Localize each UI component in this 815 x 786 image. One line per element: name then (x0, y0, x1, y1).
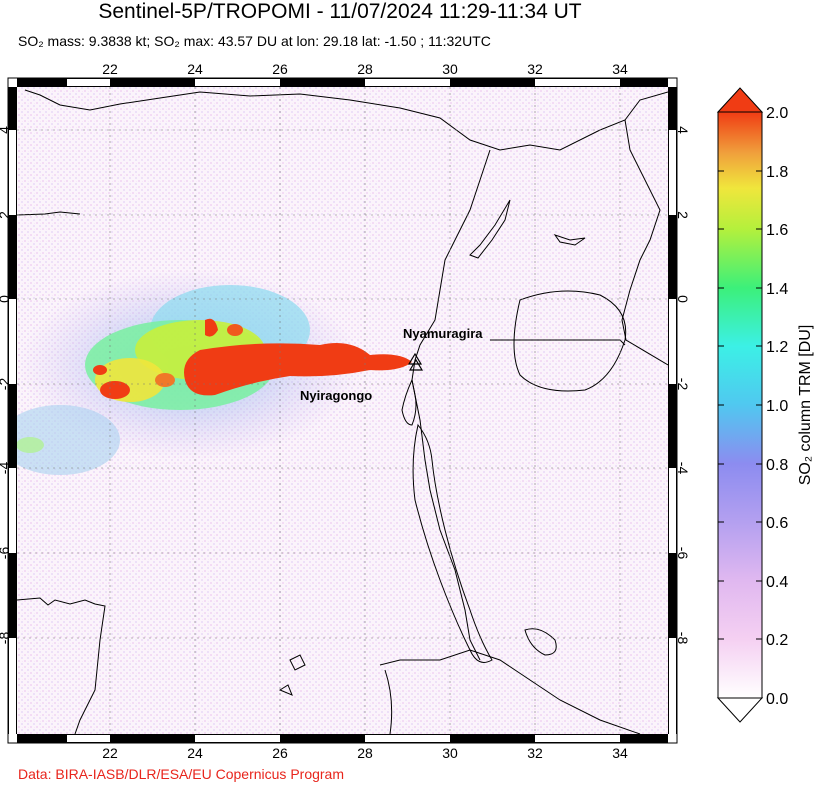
x-tick-bottom-0: 22 (102, 745, 118, 761)
y-tick-left-6: -8 (0, 632, 12, 645)
y-tick-left-5: -6 (0, 547, 12, 560)
x-tick-bottom-1: 24 (187, 745, 203, 761)
colorbar-tick-3: 1.4 (766, 281, 788, 298)
colorbar-tick-1: 1.8 (766, 164, 788, 181)
x-tick-top-1: 24 (187, 61, 203, 77)
colorbar-tick-5: 1.0 (766, 398, 788, 415)
y-tick-right-3: -2 (675, 378, 691, 391)
volcano-nyamuragira-label: Nyamuragira (403, 326, 483, 341)
colorbar-tick-7: 0.6 (766, 515, 788, 532)
so2-plume (17, 270, 412, 475)
map-frame (7, 77, 678, 744)
x-tick-top-3: 28 (357, 61, 373, 77)
x-tick-top-4: 30 (442, 61, 458, 77)
y-tick-right-2: 0 (675, 295, 691, 303)
volcano-nyiragongo-label: Nyiragongo (300, 388, 372, 403)
x-tick-top-2: 26 (272, 61, 288, 77)
x-tick-bottom-6: 34 (612, 745, 628, 761)
colorbar-tick-10: 0.0 (766, 691, 788, 708)
y-tick-left-1: 2 (0, 211, 12, 219)
x-tick-bottom-3: 28 (357, 745, 373, 761)
colorbar-tick-4: 1.2 (766, 339, 788, 356)
y-tick-right-1: 2 (675, 211, 691, 219)
y-tick-right-6: -8 (675, 632, 691, 645)
colorbar-max-arrow (716, 87, 764, 113)
graticule (17, 87, 668, 734)
x-tick-top-5: 32 (527, 61, 543, 77)
colorbar-min-arrow (716, 697, 764, 723)
volcano-nyamuragira-marker (407, 352, 423, 365)
colorbar-tick-8: 0.4 (766, 574, 788, 591)
so2-summary: SO₂ mass: 9.3838 kt; SO₂ max: 43.57 DU a… (18, 33, 491, 49)
colorbar-tick-2: 1.6 (766, 222, 788, 239)
y-tick-left-4: -4 (0, 462, 12, 475)
colorbar-label: SO₂ column TRM [DU] (797, 325, 814, 486)
x-tick-top-6: 34 (612, 61, 628, 77)
y-tick-right-4: -4 (675, 462, 691, 475)
colorbar-tick-9: 0.2 (766, 632, 788, 649)
colorbar-tick-0: 2.0 (766, 105, 788, 122)
y-tick-right-5: -6 (675, 547, 691, 560)
data-credit: Data: BIRA-IASB/DLR/ESA/EU Copernicus Pr… (18, 766, 345, 782)
y-tick-left-2: 0 (0, 295, 12, 303)
volcano-nyiragongo-marker (408, 358, 424, 371)
colorbar (716, 87, 764, 723)
map-title: Sentinel-5P/TROPOMI - 11/07/2024 11:29-1… (98, 0, 582, 23)
x-tick-bottom-4: 30 (442, 745, 458, 761)
y-tick-right-0: 4 (675, 126, 691, 134)
y-tick-left-0: 4 (0, 126, 12, 134)
y-tick-left-3: -2 (0, 378, 12, 391)
colorbar-ramp (717, 111, 763, 699)
x-tick-top-0: 22 (102, 61, 118, 77)
colorbar-tick-6: 0.8 (766, 457, 788, 474)
x-tick-bottom-2: 26 (272, 745, 288, 761)
x-tick-bottom-5: 32 (527, 745, 543, 761)
